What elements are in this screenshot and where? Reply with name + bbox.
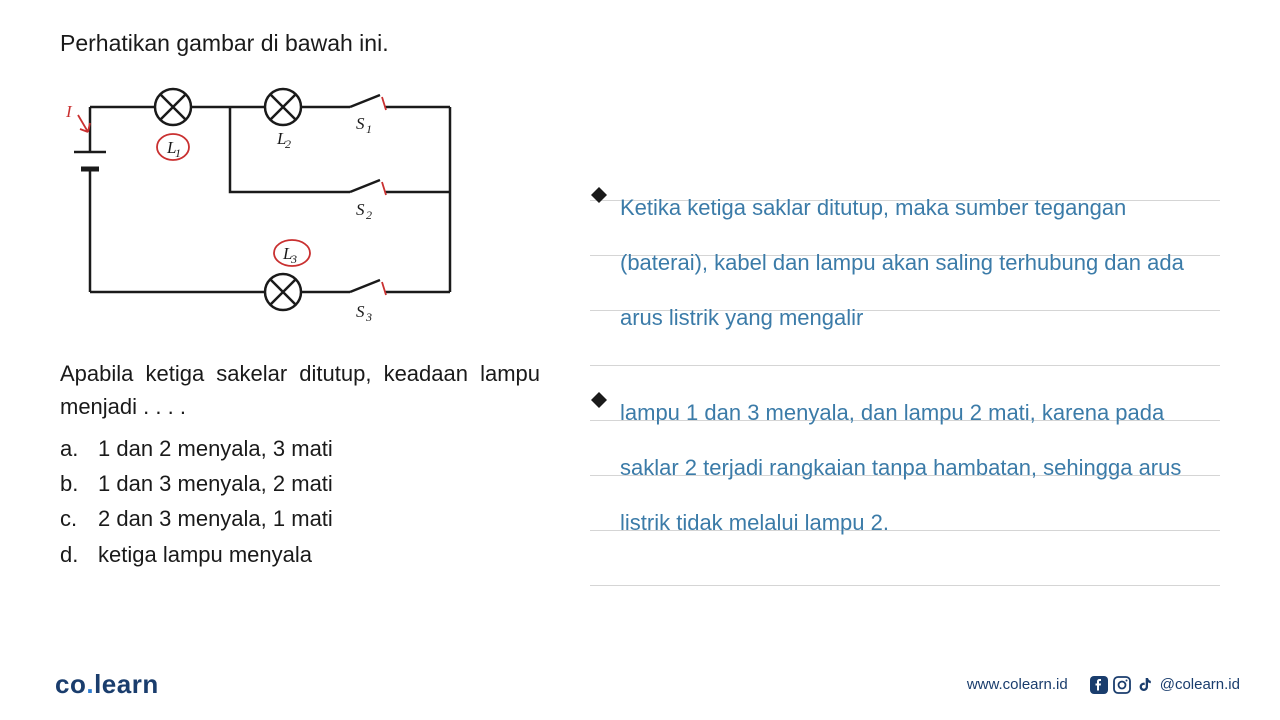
instagram-icon — [1113, 676, 1131, 694]
footer: co.learn www.colearn.id @colearn.id — [0, 669, 1280, 700]
svg-text:1: 1 — [366, 122, 372, 136]
svg-text:3: 3 — [365, 310, 372, 324]
diamond-bullet-icon — [590, 186, 608, 204]
svg-text:2: 2 — [285, 137, 291, 151]
answer-options: a.1 dan 2 menyala, 3 mati b.1 dan 3 meny… — [60, 431, 540, 572]
facebook-icon — [1090, 676, 1108, 694]
label-current: I — [65, 102, 73, 121]
svg-text:2: 2 — [366, 208, 372, 222]
label-s1: S — [356, 114, 365, 133]
diamond-bullet-icon — [590, 391, 608, 409]
brand-logo: co.learn — [55, 669, 159, 700]
option-a: 1 dan 2 menyala, 3 mati — [98, 431, 333, 466]
circuit-diagram: L1 L2 L3 S1 S2 S3 I — [50, 77, 470, 337]
question-title: Perhatikan gambar di bawah ini. — [60, 30, 540, 57]
label-s2: S — [356, 200, 365, 219]
question-text: Apabila ketiga sakelar ditutup, keadaan … — [60, 357, 540, 423]
explanation-bullet-1: Ketika ketiga saklar ditutup, maka sumbe… — [620, 180, 1220, 345]
tiktok-icon — [1136, 676, 1154, 694]
explanation-area: Ketika ketiga saklar ditutup, maka sumbe… — [590, 180, 1220, 550]
svg-text:3: 3 — [290, 252, 297, 266]
option-c: 2 dan 3 menyala, 1 mati — [98, 501, 333, 536]
option-b: 1 dan 3 menyala, 2 mati — [98, 466, 333, 501]
label-s3: S — [356, 302, 365, 321]
footer-url: www.colearn.id — [967, 676, 1068, 693]
footer-handle: @colearn.id — [1160, 676, 1240, 693]
explanation-bullet-2: lampu 1 dan 3 menyala, dan lampu 2 mati,… — [620, 385, 1220, 550]
svg-text:1: 1 — [175, 146, 181, 160]
option-d: ketiga lampu menyala — [98, 537, 312, 572]
